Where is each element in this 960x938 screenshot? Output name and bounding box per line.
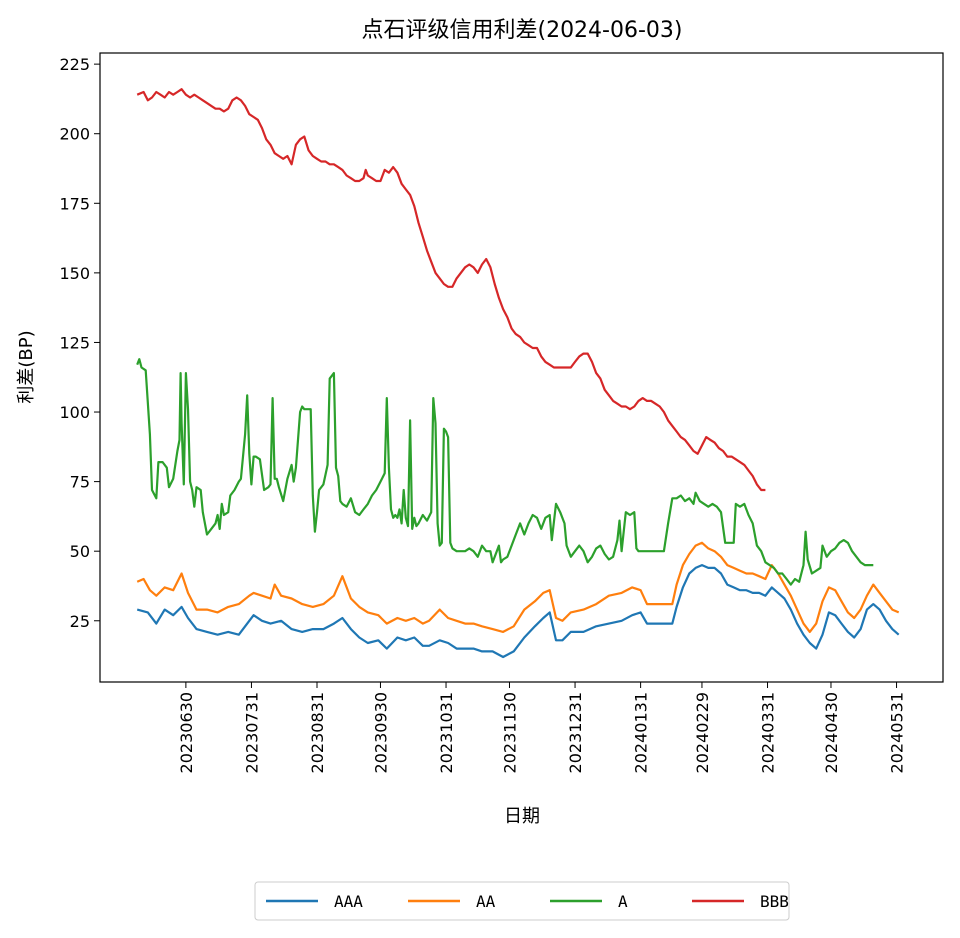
- legend-label-bbb: BBB: [760, 892, 789, 911]
- series-line-a: [136, 358, 874, 586]
- x-axis-label: 日期: [504, 806, 540, 827]
- x-tick-label: 20240131: [632, 692, 651, 773]
- y-tick-label: 75: [70, 473, 90, 492]
- plot-frame: [99, 52, 944, 683]
- x-tick-label: 20231130: [500, 692, 519, 773]
- legend-label-a: A: [618, 892, 628, 911]
- x-axis: 20230630 20230731 20230831 20230930 20231031…: [177, 682, 907, 773]
- y-axis-label: 利差(BP): [16, 330, 37, 403]
- x-tick-label: 20240331: [759, 692, 778, 773]
- series-line-aa: [136, 541, 900, 634]
- legend-label-aaa: AAA: [334, 892, 363, 911]
- legend: AAA AA A BBB: [254, 881, 790, 921]
- y-axis: 25 50 75 100 125 150 175 200 225: [59, 55, 100, 631]
- legend-box: [254, 881, 790, 921]
- x-tick-label: 20240531: [888, 692, 907, 773]
- x-tick-label: 20230831: [308, 692, 327, 773]
- series-line-bbb: [136, 88, 766, 492]
- series-layer: [136, 88, 900, 659]
- y-tick-label: 200: [59, 125, 90, 144]
- y-tick-label: 150: [59, 264, 90, 283]
- y-tick-label: 125: [59, 333, 90, 352]
- x-tick-label: 20230930: [371, 692, 390, 773]
- chart-title: 点石评级信用利差(2024-06-03): [361, 18, 682, 43]
- x-tick-label: 20230630: [177, 692, 196, 773]
- y-tick-label: 225: [59, 55, 90, 74]
- x-tick-label: 20231231: [566, 692, 585, 773]
- y-tick-label: 50: [70, 542, 90, 561]
- series-line-aaa: [136, 563, 900, 659]
- x-tick-label: 20240229: [693, 692, 712, 773]
- x-tick-label: 20230731: [242, 692, 261, 773]
- legend-label-aa: AA: [476, 892, 496, 911]
- x-tick-label: 20231031: [437, 692, 456, 773]
- y-tick-label: 25: [70, 612, 90, 631]
- y-tick-label: 100: [59, 403, 90, 422]
- x-tick-label: 20240430: [822, 692, 841, 773]
- y-tick-label: 175: [59, 194, 90, 213]
